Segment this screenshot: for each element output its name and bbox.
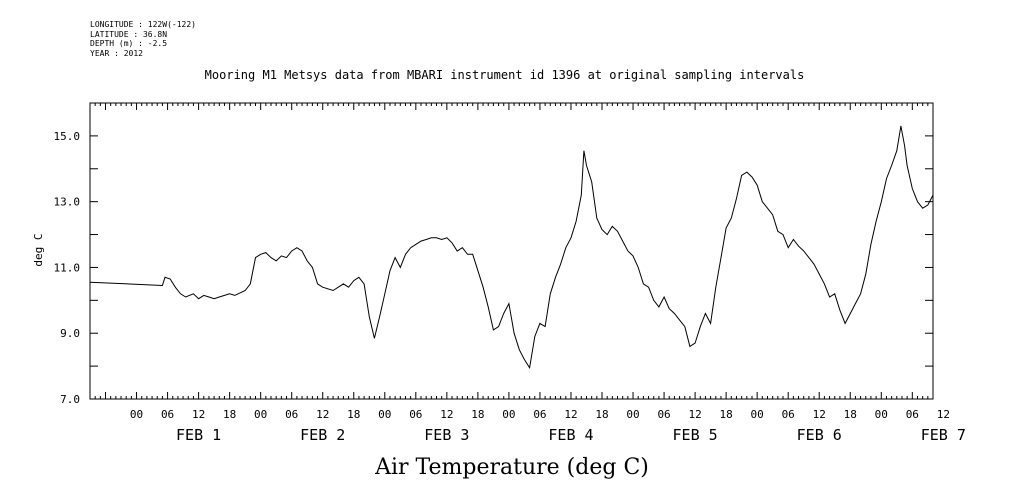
x-tick-label: 12 [564, 408, 577, 421]
meta-latitude: LATITUDE : 36.8N [90, 29, 168, 39]
y-tick-label: 9.0 [60, 327, 80, 340]
x-tick-label: 12 [688, 408, 701, 421]
metadata-block: LONGITUDE : 122W(-122) LATITUDE : 36.8N … [90, 20, 196, 58]
x-tick-label: 06 [285, 408, 298, 421]
chart-title: Mooring M1 Metsys data from MBARI instru… [204, 68, 805, 82]
x-day-label: FEB 7 [921, 426, 966, 444]
x-tick-label: 06 [161, 408, 174, 421]
x-tick-label: 00 [751, 408, 764, 421]
x-tick-label: 06 [409, 408, 422, 421]
y-tick-label: 7.0 [60, 393, 80, 406]
x-tick-label: 18 [471, 408, 484, 421]
y-tick-label: 11.0 [54, 261, 81, 274]
meta-year: YEAR : 2012 [90, 48, 143, 58]
x-tick-label: 18 [595, 408, 608, 421]
x-tick-label: 12 [316, 408, 329, 421]
x-day-label: FEB 6 [797, 426, 842, 444]
x-tick-label: 00 [378, 408, 391, 421]
x-day-label: FEB 3 [424, 426, 469, 444]
meta-longitude: LONGITUDE : 122W(-122) [90, 20, 196, 29]
x-tick-label: 06 [782, 408, 795, 421]
axis-ticks [89, 102, 934, 400]
x-tick-label: 12 [440, 408, 453, 421]
meta-depth: DEPTH (m) : -2.5 [90, 39, 168, 48]
x-tick-label: 00 [130, 408, 143, 421]
y-tick-label: 13.0 [54, 196, 81, 209]
x-tick-label: 00 [502, 408, 515, 421]
plot-frame [89, 102, 934, 400]
y-axis-label: deg C [32, 233, 45, 266]
x-day-label: FEB 5 [673, 426, 718, 444]
x-tick-label: 00 [254, 408, 267, 421]
series-line [89, 125, 934, 370]
x-day-label: FEB 2 [300, 426, 345, 444]
x-tick-label: 18 [720, 408, 733, 421]
x-tick-label: 12 [937, 408, 950, 421]
x-tick-label: 12 [192, 408, 205, 421]
y-tick-label: 15.0 [54, 130, 81, 143]
x-tick-label: 06 [906, 408, 919, 421]
x-tick-label: 12 [813, 408, 826, 421]
x-tick-label: 18 [223, 408, 236, 421]
axis-labels: 00 06 12 18 00 06 12 18 00 06 12 18 00 06 12 18 00 06 12 18… [54, 130, 966, 444]
x-tick-label: 00 [626, 408, 639, 421]
x-day-label: FEB 4 [548, 426, 593, 444]
x-day-label: FEB 1 [176, 426, 221, 444]
x-tick-label: 18 [347, 408, 360, 421]
x-axis-title: Air Temperature (deg C) [374, 455, 649, 480]
x-tick-label: 06 [657, 408, 670, 421]
x-tick-label: 18 [844, 408, 857, 421]
x-tick-label: 06 [533, 408, 546, 421]
x-tick-label: 00 [875, 408, 888, 421]
